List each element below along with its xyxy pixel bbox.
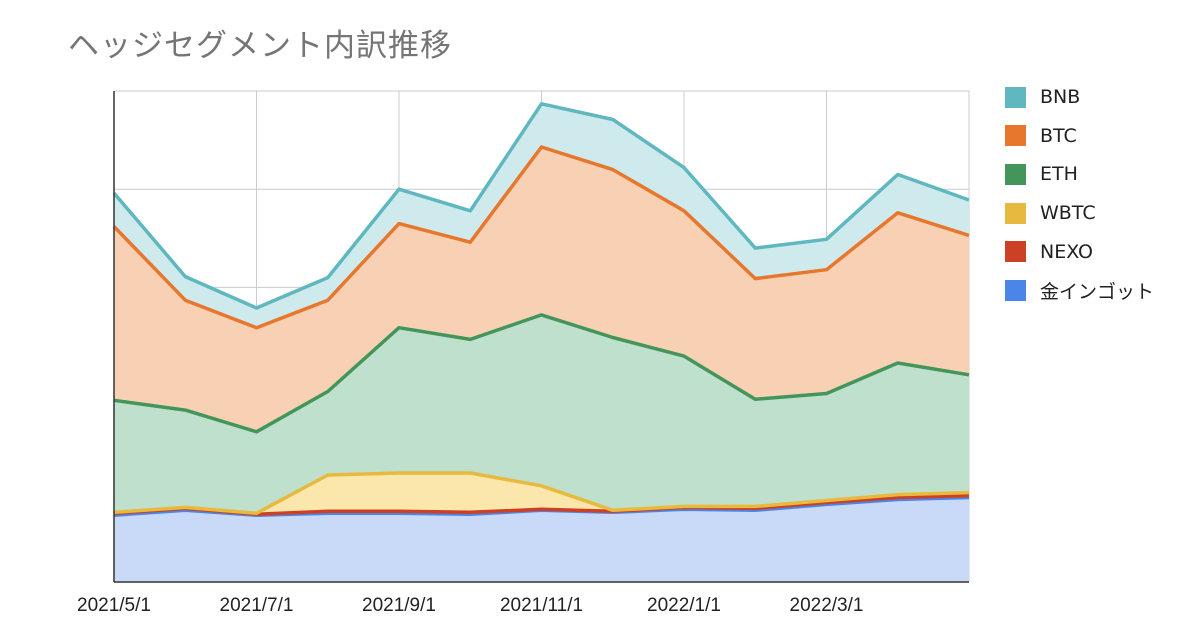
line-btc (112, 145, 970, 330)
x-tick-label: 2021/7/1 (220, 595, 294, 616)
legend-label: 金インゴット (1040, 280, 1155, 303)
x-tick-label: 2022/1/1 (647, 595, 721, 616)
area-eth (114, 314, 969, 514)
series-areas (114, 103, 969, 582)
legend-item-eth: ETH (1005, 155, 1154, 194)
legend-label: BTC (1040, 124, 1077, 147)
x-tick-label: 2022/3/1 (790, 595, 864, 616)
line-bnb (112, 102, 970, 310)
stacked-area-chart: 2021/5/1 2021/7/1 2021/9/1 2021/11/1 2022/1/… (77, 90, 970, 616)
legend-item-nexo: NEXO (1005, 232, 1154, 271)
legend-label: NEXO (1040, 240, 1093, 263)
legend-item-bnb: BNB (1005, 78, 1154, 117)
line-eth (113, 313, 970, 434)
legend-swatch (1005, 125, 1026, 147)
legend-label: ETH (1040, 163, 1078, 186)
area-金インゴット (114, 497, 969, 582)
axis (113, 91, 969, 583)
x-tick-labels: 2021/5/1 2021/7/1 2021/9/1 2021/11/1 2022/1/… (77, 595, 863, 616)
legend-item-btc: BTC (1005, 117, 1154, 156)
legend-label: WBTC (1040, 202, 1096, 225)
line-wbtc (113, 471, 970, 516)
legend-swatch (1005, 241, 1026, 263)
x-tick-label: 2021/11/1 (500, 595, 583, 616)
area-btc (114, 147, 969, 432)
area-bnb (114, 103, 969, 328)
legend-swatch (1005, 163, 1026, 185)
legend-swatch (1005, 279, 1026, 301)
legend-label: BNB (1040, 86, 1081, 109)
legend-item-金インゴット: 金インゴット (1005, 271, 1154, 310)
chart-title: ヘッジセグメント内訳推移 (68, 28, 452, 64)
legend-swatch (1005, 202, 1026, 224)
legend-item-wbtc: WBTC (1005, 194, 1154, 233)
series-lines (112, 102, 970, 517)
x-tick-label: 2021/9/1 (362, 595, 436, 616)
legend: BNB BTC ETH WBTC NEXO 金インゴット (1005, 78, 1154, 310)
x-tick-label: 2021/5/1 (77, 595, 151, 616)
area-wbtc (114, 473, 969, 515)
legend-swatch (1005, 86, 1026, 108)
